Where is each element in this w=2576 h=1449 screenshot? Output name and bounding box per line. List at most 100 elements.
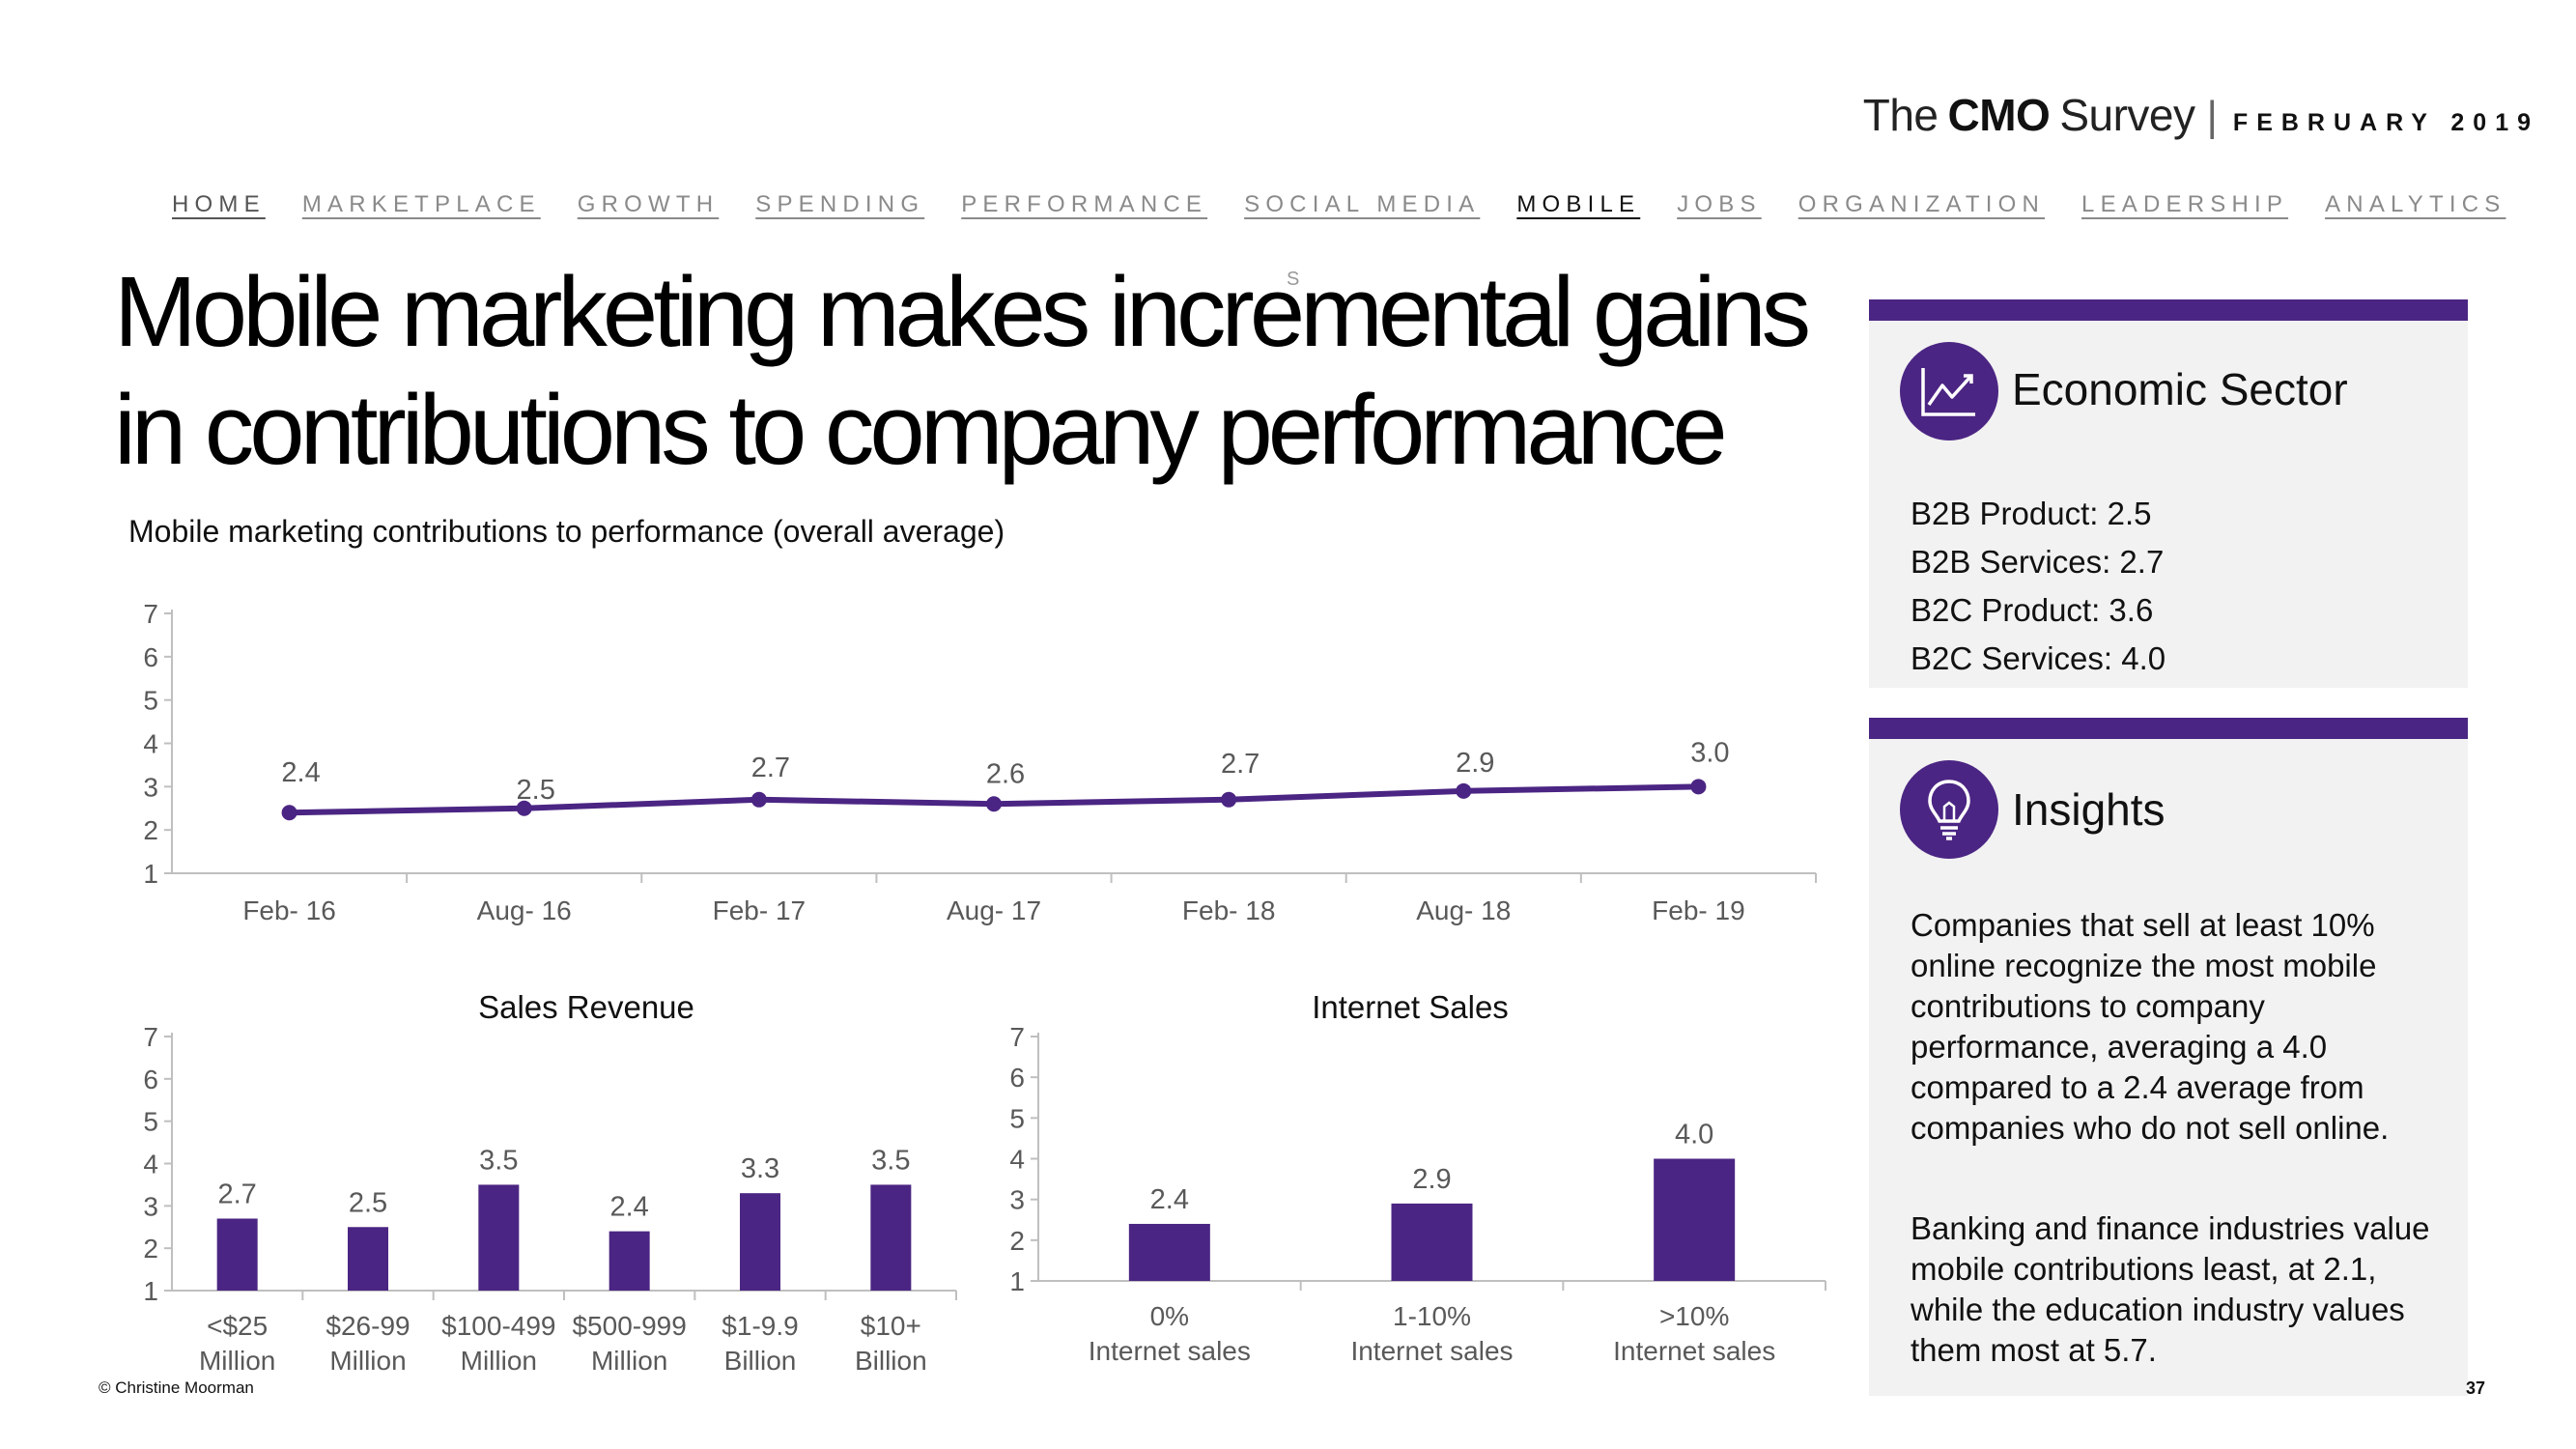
y-tick-label: 7 bbox=[1009, 1022, 1025, 1052]
insights-panel: Insights Companies that sell at least 10… bbox=[1869, 718, 2468, 1396]
y-tick-label: 6 bbox=[1009, 1063, 1025, 1093]
data-point bbox=[750, 791, 767, 808]
nav-leadership[interactable]: LEADERSHIP bbox=[2081, 191, 2289, 217]
data-point bbox=[1456, 782, 1472, 799]
data-point bbox=[281, 805, 297, 821]
nav-performance[interactable]: PERFORMANCE bbox=[961, 191, 1208, 217]
brand-survey: Survey bbox=[2059, 90, 2195, 140]
bar bbox=[1654, 1158, 1736, 1281]
data-label: 2.9 bbox=[1412, 1164, 1451, 1195]
data-label: 2.7 bbox=[1221, 749, 1260, 780]
y-tick-label: 3 bbox=[143, 1191, 158, 1221]
internet-sales-chart: Internet Sales 1 2 3 4 5 6 7 2.4 0% Internet sales… bbox=[1009, 989, 1826, 1366]
data-label: 2.5 bbox=[349, 1187, 387, 1218]
data-label: 2.6 bbox=[986, 758, 1025, 789]
bar bbox=[1128, 1223, 1210, 1281]
bar bbox=[740, 1193, 780, 1291]
x-tick-label: Feb- 16 bbox=[242, 895, 336, 925]
x-tick-label: Internet sales bbox=[1613, 1336, 1775, 1366]
x-tick-label: Million bbox=[461, 1346, 537, 1376]
insights-heading: Insights bbox=[2012, 784, 2166, 835]
copyright: © Christine Moorman bbox=[99, 1378, 254, 1397]
line-chart: 1 2 3 4 5 6 7 Feb- 16 Aug- 16 Feb- 17 Aug- 17 Feb- … bbox=[143, 599, 1817, 925]
sector-item: B2C Services: 4.0 bbox=[1911, 640, 2166, 676]
y-tick-label: 1 bbox=[143, 859, 158, 889]
sector-item: B2C Product: 3.6 bbox=[1911, 592, 2154, 628]
data-point bbox=[1221, 791, 1237, 808]
economic-sector-heading: Economic Sector bbox=[2012, 364, 2348, 414]
economic-sector-panel: Economic Sector B2B Product: 2.5 B2B Ser… bbox=[1869, 299, 2468, 688]
y-tick-label: 4 bbox=[143, 1150, 158, 1179]
y-tick-label: 2 bbox=[143, 815, 158, 845]
y-tick-label: 7 bbox=[143, 1022, 158, 1052]
data-label: 3.5 bbox=[479, 1145, 518, 1176]
x-tick-label: Aug- 17 bbox=[947, 895, 1041, 925]
data-label: 2.9 bbox=[1456, 748, 1494, 779]
economic-sector-list: B2B Product: 2.5 B2B Services: 2.7 B2C P… bbox=[1911, 490, 2166, 683]
x-tick-label: Internet sales bbox=[1350, 1336, 1513, 1366]
y-tick-label: 7 bbox=[143, 599, 158, 629]
lightbulb-icon bbox=[1900, 760, 1998, 859]
y-tick-label: 1 bbox=[143, 1276, 158, 1306]
y-tick-label: 1 bbox=[1009, 1266, 1025, 1296]
brand-the: The bbox=[1862, 90, 1939, 140]
y-tick-label: 3 bbox=[143, 772, 158, 802]
brand-date: FEBRUARY 2019 bbox=[2232, 109, 2539, 136]
nav-organization[interactable]: ORGANIZATION bbox=[1798, 191, 2046, 217]
y-tick-label: 4 bbox=[143, 729, 158, 759]
y-tick-label: 4 bbox=[1009, 1145, 1025, 1175]
nav-social-media[interactable]: SOCIAL MEDIA bbox=[1244, 191, 1481, 217]
x-tick-label: Million bbox=[591, 1346, 667, 1376]
data-point bbox=[516, 800, 532, 816]
data-label: 3.0 bbox=[1690, 737, 1729, 768]
page-title: Mobile marketing makes incremental gains… bbox=[114, 256, 1811, 485]
data-label: 2.4 bbox=[610, 1192, 649, 1223]
nav-mobile[interactable]: MOBILE bbox=[1516, 191, 1641, 217]
x-tick-label: $26-99 bbox=[326, 1311, 410, 1341]
x-tick-label: Billion bbox=[855, 1346, 927, 1376]
y-tick-label: 2 bbox=[143, 1234, 158, 1264]
sales-revenue-chart: Sales Revenue 1 2 3 4 5 6 7 2.7 <$25 Million 2.5 $26… bbox=[143, 989, 957, 1376]
nav-jobs[interactable]: JOBS bbox=[1677, 191, 1762, 217]
data-label: 2.7 bbox=[218, 1179, 257, 1209]
x-tick-label: $10+ bbox=[861, 1311, 921, 1341]
data-label: 3.5 bbox=[871, 1145, 910, 1176]
insight-paragraph: Companies that sell at least 10% online … bbox=[1911, 907, 2390, 1146]
x-tick-label: >10% bbox=[1659, 1301, 1729, 1331]
x-tick-label: Feb- 19 bbox=[1652, 895, 1745, 925]
sector-item: B2B Product: 2.5 bbox=[1911, 496, 2152, 531]
x-tick-label: Feb- 17 bbox=[713, 895, 807, 925]
brand-cmo: CMO bbox=[1947, 90, 2051, 140]
nav-growth[interactable]: GROWTH bbox=[577, 191, 720, 217]
data-label: 2.4 bbox=[1150, 1184, 1189, 1215]
nav-home[interactable]: HOME bbox=[172, 191, 266, 217]
data-label: 2.5 bbox=[517, 775, 555, 806]
x-tick-label: <$25 bbox=[207, 1311, 268, 1341]
y-tick-label: 2 bbox=[1009, 1226, 1025, 1256]
nav-marketplace[interactable]: MARKETPLACE bbox=[301, 191, 541, 217]
brand-logo: The CMO Survey | FEBRUARY 2019 bbox=[1863, 89, 2539, 141]
chart-title: Sales Revenue bbox=[478, 989, 694, 1025]
data-label: 2.7 bbox=[751, 753, 790, 783]
x-tick-label: Aug- 16 bbox=[477, 895, 572, 925]
x-tick-label: Aug- 18 bbox=[1416, 895, 1511, 925]
x-tick-label: Internet sales bbox=[1089, 1336, 1251, 1366]
top-navigation: HOME MARKETPLACE GROWTH SPENDING PERFORM… bbox=[172, 191, 2505, 218]
bar bbox=[478, 1184, 520, 1291]
data-point bbox=[1690, 779, 1707, 795]
bar bbox=[870, 1184, 912, 1291]
y-tick-label: 5 bbox=[143, 1107, 158, 1137]
line-chart-title: Mobile marketing contributions to perfor… bbox=[128, 514, 1005, 549]
data-label: 3.3 bbox=[741, 1153, 779, 1184]
chart-title: Internet Sales bbox=[1312, 989, 1509, 1025]
nav-analytics[interactable]: ANALYTICS bbox=[2325, 191, 2506, 217]
bar bbox=[1391, 1203, 1473, 1281]
data-label: 4.0 bbox=[1675, 1120, 1713, 1151]
x-tick-label: $100-499 bbox=[441, 1311, 555, 1341]
x-tick-label: Feb- 18 bbox=[1182, 895, 1276, 925]
data-label: 2.4 bbox=[281, 757, 320, 788]
bar bbox=[348, 1227, 388, 1291]
x-tick-label: Million bbox=[199, 1346, 275, 1376]
y-tick-label: 5 bbox=[143, 686, 158, 716]
nav-spending[interactable]: SPENDING bbox=[755, 191, 925, 217]
